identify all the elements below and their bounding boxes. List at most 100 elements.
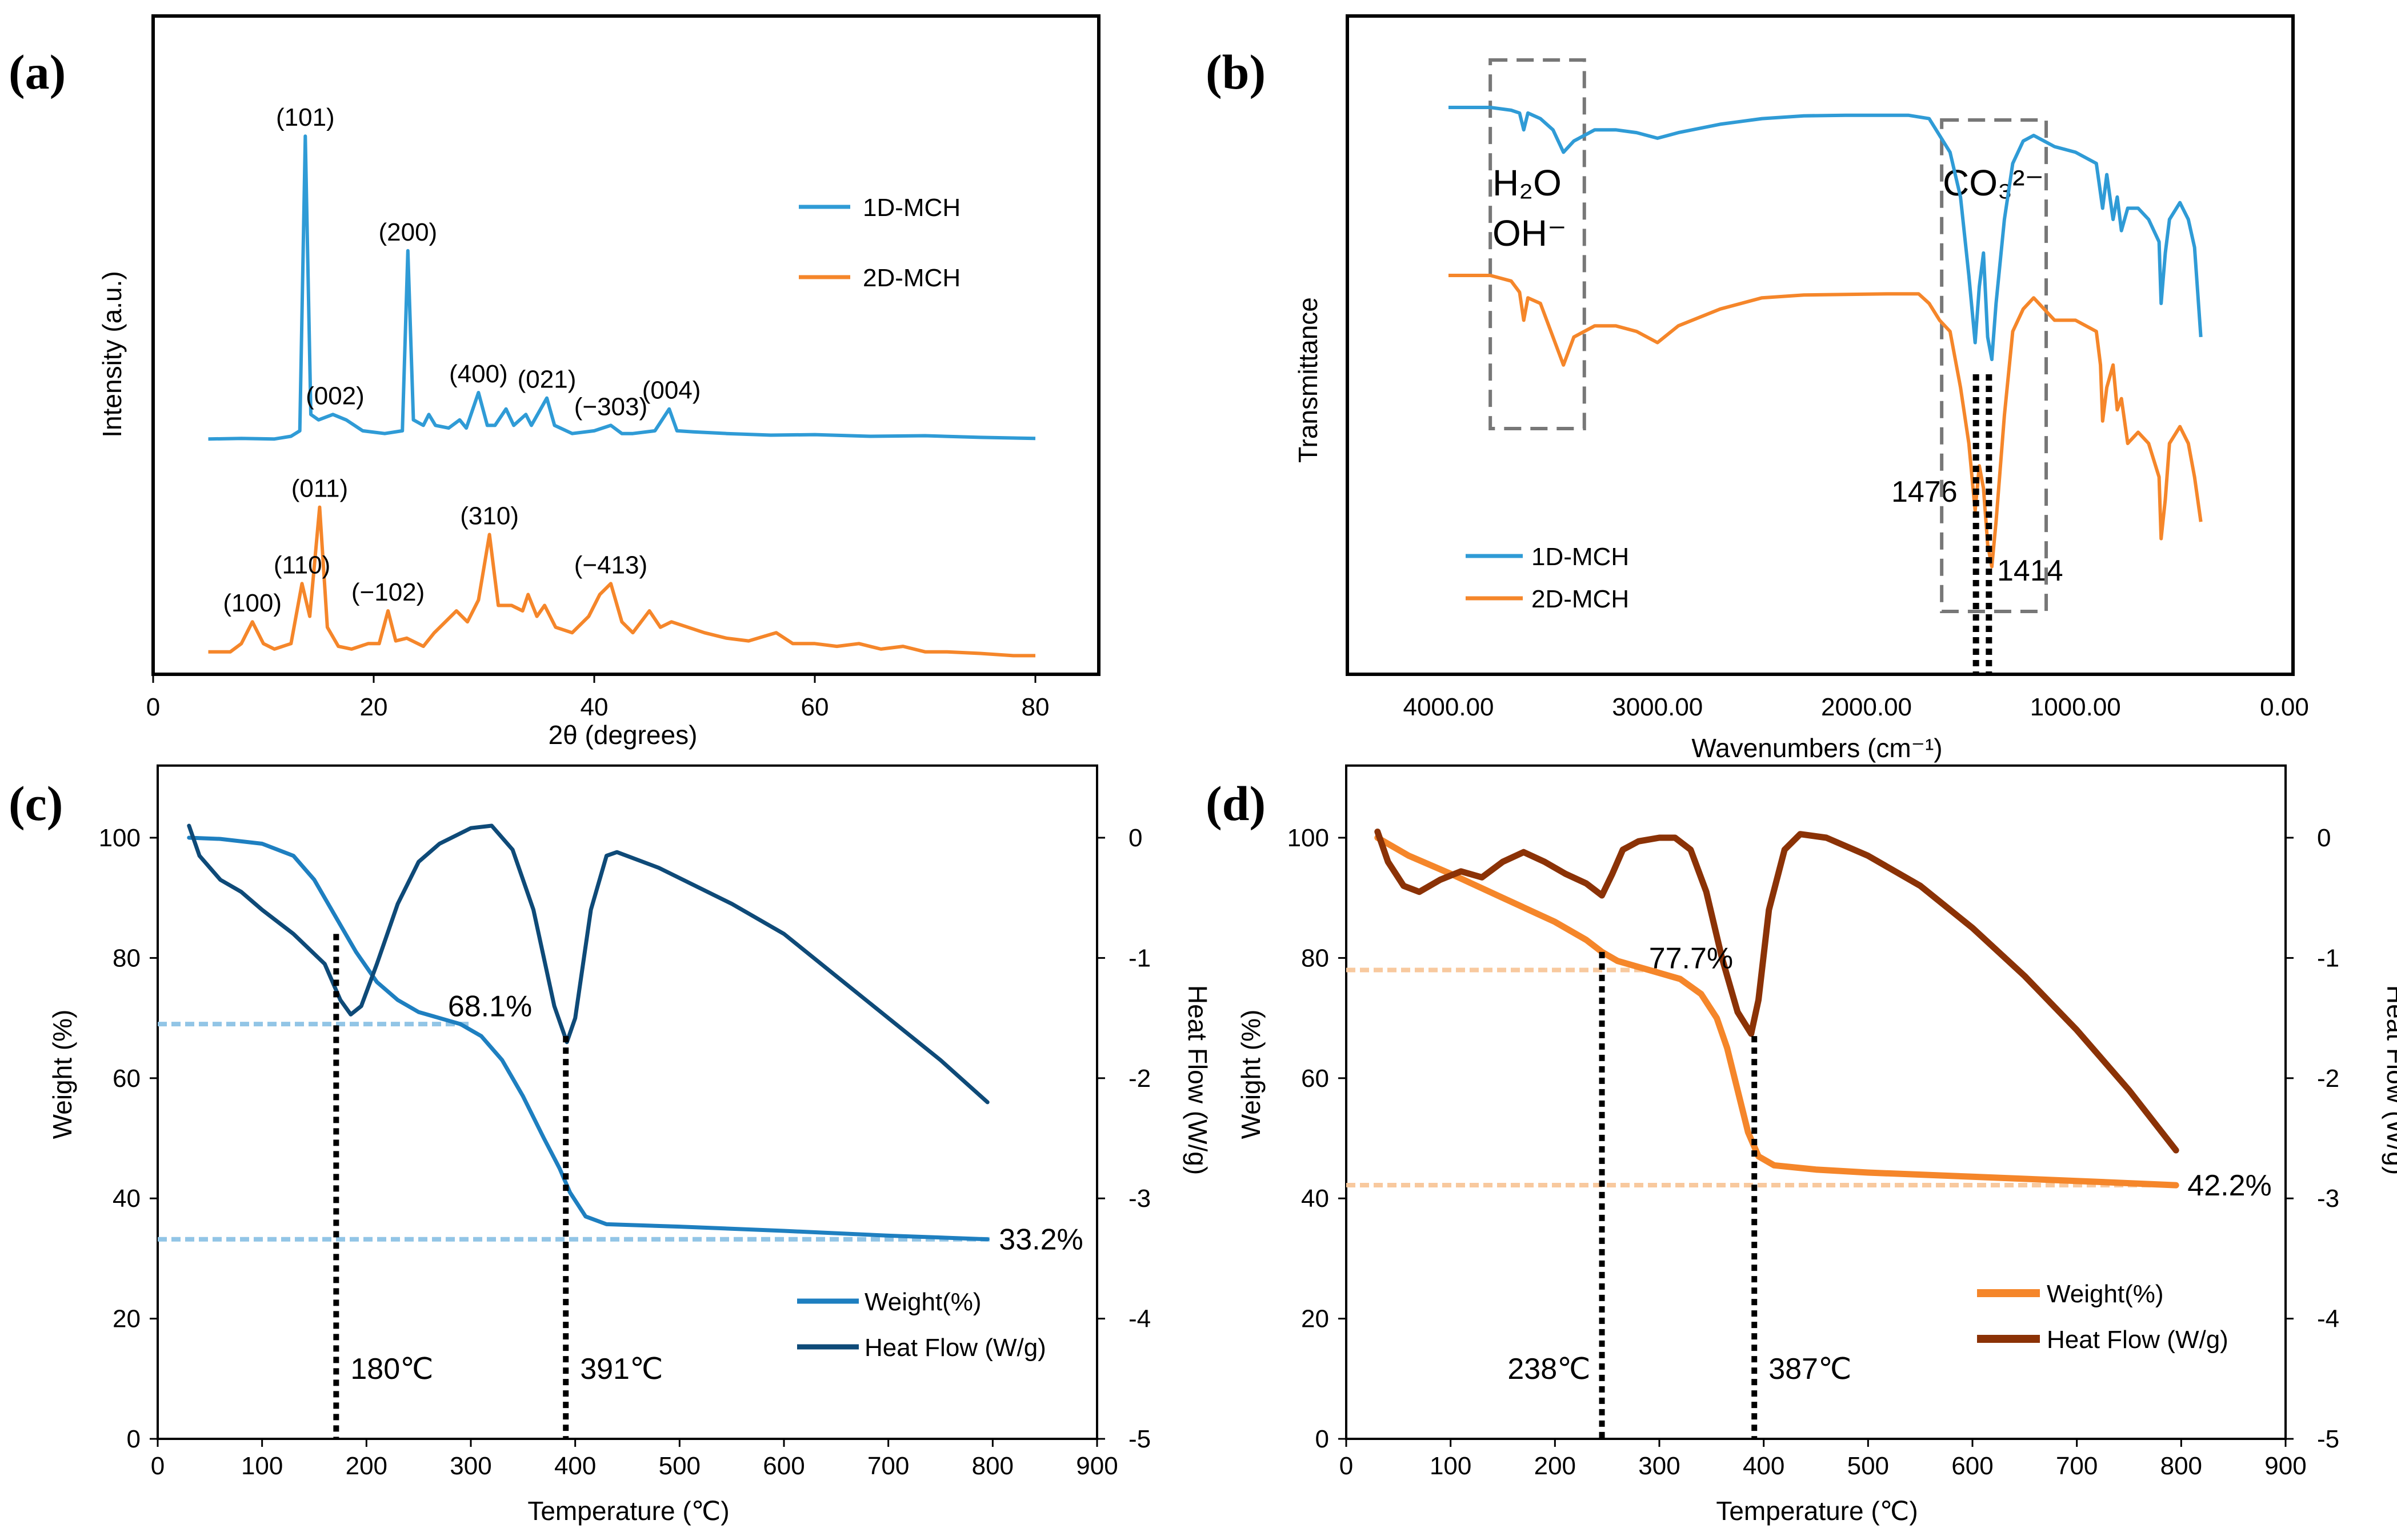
legend-label-1d: 1D-MCH (1531, 543, 1629, 571)
panel-b-ylabel: Transmittance (1293, 297, 1323, 463)
peak-label: (002) (306, 382, 365, 410)
panel-a-xtick-label: 40 (581, 693, 609, 721)
panel-d-y2tick-label: -3 (2317, 1185, 2339, 1213)
peak-label: (400) (449, 360, 508, 388)
peak-label: (110) (274, 551, 330, 579)
peak-label: (−413) (574, 551, 647, 579)
panel-a-label: (a) (9, 45, 66, 99)
peak-label: (004) (642, 377, 701, 405)
panel-d-ytick-label: 0 (1315, 1425, 1329, 1453)
peak-label: (101) (276, 103, 335, 131)
panel-c-vline-label: 391℃ (580, 1353, 663, 1386)
panel-d-ytick-label: 60 (1301, 1065, 1329, 1093)
panel-d-vline-label: 238℃ (1507, 1353, 1590, 1386)
panel-a-frame (151, 14, 1101, 676)
panel-d-ytick-label: 40 (1301, 1185, 1329, 1213)
panel-d-label: (d) (1206, 776, 1266, 831)
panel-d-xlabel: Temperature (℃) (1716, 1496, 1918, 1526)
panel-c-xtick-label: 500 (659, 1452, 701, 1480)
panel-b-plot: 4000.00 3000.00 2000.00 1000.00 0.00 (1403, 58, 2309, 721)
panel-d-y2tick-label: -4 (2317, 1305, 2339, 1333)
panel-b-legend: 1D-MCH 2D-MCH (1466, 543, 1629, 613)
panel-c-y2tick-label: -2 (1129, 1065, 1151, 1093)
panel-d-ytick-label: 100 (1287, 824, 1329, 852)
panel-d-xtick-label: 800 (2160, 1452, 2202, 1480)
panel-d-ylabel: Weight (%) (1236, 1010, 1266, 1139)
panel-d-xtick-label: 200 (1534, 1452, 1576, 1480)
panel-d-xtick-label: 400 (1743, 1452, 1784, 1480)
panel-d-series-weight-line (1374, 834, 2179, 1189)
panel-a-xtick-label: 20 (360, 693, 388, 721)
peak-label: (021) (518, 366, 577, 394)
panel-d-series-heatflow-line (1374, 829, 2179, 1154)
series-2d-mch-line (208, 505, 1035, 658)
panel-d-annotation: 42.2% (2187, 1169, 2271, 1202)
panel-b-xtick-label: 0.00 (2260, 693, 2309, 721)
panel-d-xtick-label: 100 (1430, 1452, 1471, 1480)
peak-label: (310) (460, 502, 519, 530)
panel-c-xlabel: Temperature (℃) (527, 1496, 729, 1526)
panel-c-y2tick-label: -4 (1129, 1305, 1151, 1333)
peak-label: (200) (378, 218, 437, 246)
panel-c-ytick-label: 0 (127, 1425, 141, 1453)
panel-d-xtick-label: 700 (2056, 1452, 2098, 1480)
legend-label-heatflow: Heat Flow (W/g) (2047, 1326, 2228, 1354)
panel-c-ytick-label: 100 (99, 824, 141, 852)
panel-c-ylabel: Weight (%) (47, 1010, 77, 1139)
panel-a-plot: 0 20 40 60 80 (101) (200) (002) (400) (021)(−303)… (146, 103, 1050, 721)
panel-c-annotation: 68.1% (448, 990, 532, 1023)
panel-c-ytick-label: 80 (113, 944, 141, 972)
panel-d-y2tick-label: -5 (2317, 1425, 2339, 1453)
panel-d-xtick-label: 500 (1847, 1452, 1889, 1480)
panel-c-xtick-label: 600 (763, 1452, 805, 1480)
panel-c-xtick-label: 900 (1076, 1452, 1118, 1480)
panel-d-y2tick-label: -1 (2317, 944, 2339, 972)
series-1d-mch-line (1448, 106, 2203, 361)
panel-c-y2label: Heat Flow (W/g) (1183, 985, 1212, 1175)
panel-c-xtick-label: 700 (867, 1452, 909, 1480)
panel-c-xtick-label: 100 (241, 1452, 283, 1480)
panel-d-y2label: Heat Flow (W/g) (2382, 985, 2397, 1175)
panel-d-annotation: 77.7% (1649, 942, 1733, 975)
legend-label-weight: Weight(%) (2047, 1280, 2164, 1308)
panel-c-plot: 0 100 200 300 400 500 600 700 800 900 0 20 40 60 80 100… (99, 764, 1151, 1480)
panel-c-series-weight-line (187, 835, 990, 1242)
label-h2o: H₂O (1492, 162, 1562, 203)
panel-d-y2tick-label: -2 (2317, 1065, 2339, 1093)
panel-a-xtick-label: 0 (146, 693, 160, 721)
panel-c-y2tick-label: -5 (1129, 1425, 1151, 1453)
panel-d-ytick-label: 20 (1301, 1305, 1329, 1333)
legend-label-2d: 2D-MCH (1531, 585, 1629, 613)
panel-d-plot: 0 100 200 300 400 500 600 700 800 900 0 20 40 60 80 100… (1287, 764, 2339, 1480)
box-co3 (1940, 118, 2048, 613)
panel-c-y2tick-label: 0 (1129, 824, 1142, 852)
peak-label: (011) (291, 475, 348, 503)
label-1414: 1414 (1997, 554, 2063, 587)
legend-label-heatflow: Heat Flow (W/g) (865, 1334, 1046, 1362)
panel-d-y2tick-label: 0 (2317, 824, 2331, 852)
panel-a-xtick-label: 80 (1022, 693, 1050, 721)
panel-d-legend: Weight(%) Heat Flow (W/g) (1977, 1280, 2228, 1354)
panel-d-plot-frame (1345, 764, 2287, 1440)
panel-c-plot-frame (157, 764, 1098, 1440)
panel-c-xtick-label: 0 (151, 1452, 165, 1480)
panel-b-xtick-label: 2000.00 (1821, 693, 1912, 721)
panel-b-xtick-label: 3000.00 (1612, 693, 1703, 721)
peak-label: (−303) (574, 393, 647, 421)
peak-label: (100) (223, 589, 282, 617)
panel-a-xlabel: 2θ (degrees) (549, 720, 698, 750)
label-oh: OH⁻ (1492, 213, 1567, 254)
panel-c-y2tick-label: -3 (1129, 1185, 1151, 1213)
panel-d-xtick-label: 0 (1339, 1452, 1353, 1480)
label-1476: 1476 (1891, 475, 1958, 509)
panel-a-xtick-label: 60 (801, 693, 829, 721)
panel-c-series-heatflow-line (187, 823, 990, 1105)
panel-b-label: (b) (1206, 45, 1266, 99)
panel-c-annotation: 33.2% (999, 1223, 1083, 1257)
series-2d-mch-line (1448, 274, 2203, 569)
panel-c-ytick-label: 60 (113, 1065, 141, 1093)
panel-b-xtick-label: 4000.00 (1403, 693, 1494, 721)
panel-c-xtick-label: 300 (450, 1452, 491, 1480)
panel-c-ytick-label: 20 (113, 1305, 141, 1333)
panel-a-ylabel: Intensity (a.u.) (97, 271, 127, 437)
